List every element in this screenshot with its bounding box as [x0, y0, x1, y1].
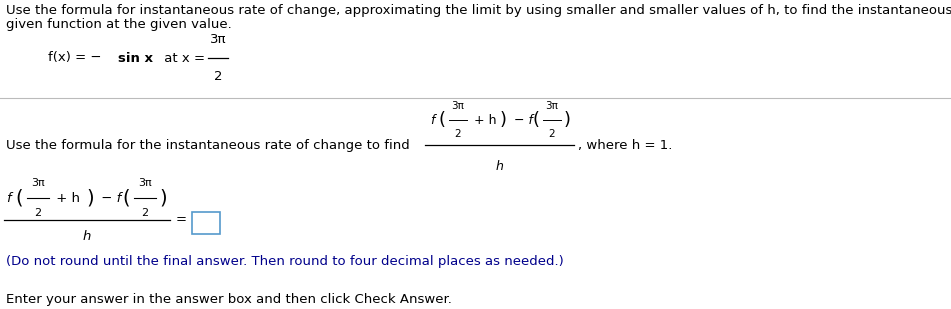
Text: (: (	[122, 188, 129, 208]
Text: − f: − f	[510, 113, 533, 126]
Text: f: f	[6, 192, 10, 205]
Text: Enter your answer in the answer box and then click Check Answer.: Enter your answer in the answer box and …	[6, 293, 452, 306]
Text: ): )	[564, 111, 571, 129]
FancyBboxPatch shape	[192, 212, 220, 234]
Text: ): )	[500, 111, 507, 129]
Text: 3π: 3π	[31, 178, 45, 188]
Text: 3π: 3π	[210, 33, 226, 46]
Text: Use the formula for instantaneous rate of change, approximating the limit by usi: Use the formula for instantaneous rate o…	[6, 4, 951, 17]
Text: 2: 2	[214, 70, 223, 83]
Text: , where h = 1.: , where h = 1.	[578, 138, 672, 151]
Text: ): )	[86, 188, 93, 208]
Text: 2: 2	[142, 208, 148, 218]
Text: 3π: 3π	[546, 101, 558, 111]
Text: at x =: at x =	[160, 52, 205, 65]
Text: given function at the given value.: given function at the given value.	[6, 18, 232, 31]
Text: 2: 2	[455, 129, 461, 139]
Text: + h: + h	[52, 192, 80, 205]
Text: 2: 2	[34, 208, 42, 218]
Text: (: (	[438, 111, 445, 129]
Text: + h: + h	[470, 113, 496, 126]
Text: (: (	[532, 111, 539, 129]
Text: (Do not round until the final answer. Then round to four decimal places as neede: (Do not round until the final answer. Th…	[6, 255, 564, 268]
Text: Use the formula for the instantaneous rate of change to find: Use the formula for the instantaneous ra…	[6, 138, 410, 151]
Text: =: =	[176, 214, 187, 226]
Text: h: h	[83, 231, 91, 243]
Text: − f: − f	[97, 192, 121, 205]
Text: h: h	[495, 160, 503, 173]
Text: 3π: 3π	[452, 101, 464, 111]
Text: f(x) = −: f(x) = −	[48, 52, 106, 65]
Text: sin x: sin x	[118, 52, 153, 65]
Text: f: f	[430, 113, 435, 126]
Text: 3π: 3π	[138, 178, 152, 188]
Text: (: (	[15, 188, 23, 208]
Text: 2: 2	[549, 129, 555, 139]
Text: ): )	[159, 188, 166, 208]
